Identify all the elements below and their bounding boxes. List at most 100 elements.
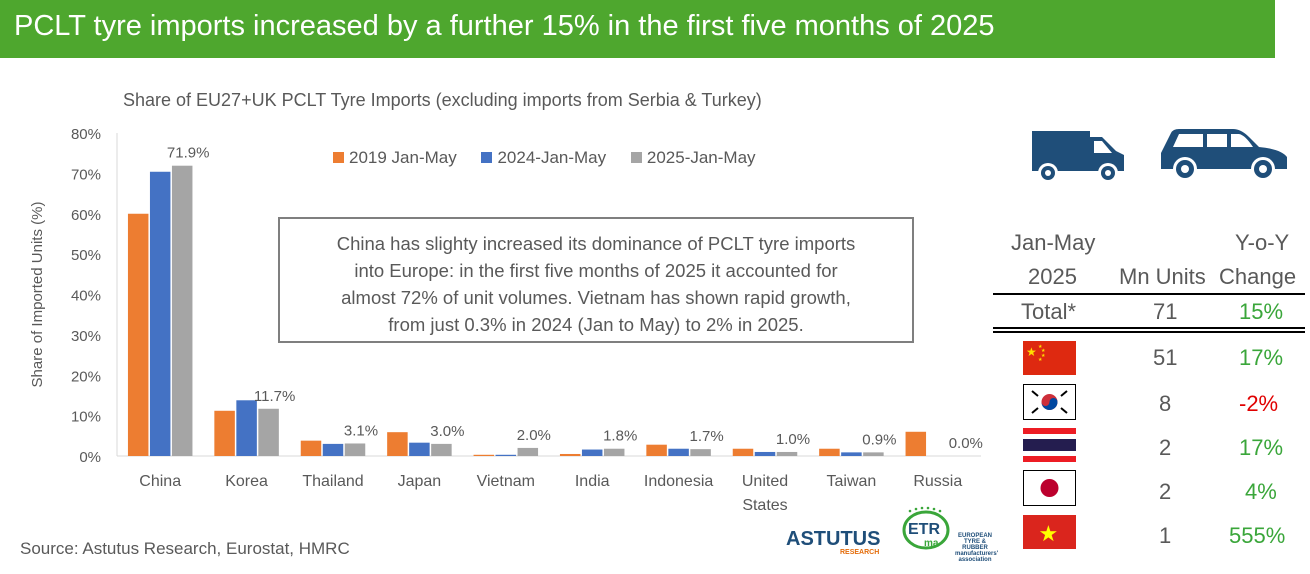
bar-2019 bbox=[559, 453, 581, 456]
car-icon bbox=[1161, 129, 1287, 181]
table-total-rule-1 bbox=[993, 327, 1305, 329]
japan-flag bbox=[1023, 470, 1076, 506]
table-header-period: Jan-May bbox=[1011, 230, 1096, 255]
table-row-change: 17% bbox=[1239, 345, 1284, 370]
data-label: 1.8% bbox=[603, 428, 637, 445]
table-row-units: 51 bbox=[1153, 345, 1178, 370]
y-tick-label: 60% bbox=[71, 207, 101, 224]
y-tick-label: 30% bbox=[71, 328, 101, 345]
data-label: 2.0% bbox=[517, 427, 551, 444]
table-row-units: 1 bbox=[1159, 523, 1172, 548]
bar-2025 bbox=[776, 451, 798, 456]
y-tick-label: 70% bbox=[71, 166, 101, 183]
table-total-rule-2 bbox=[993, 331, 1305, 333]
title-banner: PCLT tyre imports increased by a further… bbox=[0, 0, 1275, 58]
x-tick-label: Indonesia bbox=[644, 473, 713, 490]
table-row-change: 4% bbox=[1245, 479, 1277, 504]
x-tick-label: China bbox=[139, 473, 181, 490]
etrma-logo-text: EUROPEAN TYRE & RUBBER manufacturers' as… bbox=[955, 533, 999, 563]
van-icon bbox=[1032, 131, 1124, 183]
bar-chart: Share of EU27+UK PCLT Tyre Imports (excl… bbox=[29, 90, 983, 514]
bar-2025 bbox=[517, 447, 539, 456]
data-label: 71.9% bbox=[167, 145, 210, 162]
x-tick-label: Korea bbox=[225, 473, 268, 490]
y-tick-label: 0% bbox=[79, 449, 101, 466]
bar-2024 bbox=[754, 451, 776, 456]
vietnam-flag: ★ bbox=[1023, 515, 1076, 549]
table-header-units: Mn Units bbox=[1119, 264, 1206, 289]
legend-swatch-2025 bbox=[630, 152, 642, 163]
callout-line-4: from just 0.3% in 2024 (Jan to May) to 2… bbox=[388, 314, 804, 335]
table-header-change: Change bbox=[1219, 264, 1297, 289]
data-label: 11.7% bbox=[254, 388, 295, 405]
table-row-units: 2 bbox=[1159, 435, 1172, 460]
data-label: 1.0% bbox=[776, 431, 810, 448]
table-header-yoy: Y-o-Y bbox=[1235, 230, 1290, 255]
svg-text:★: ★ bbox=[1039, 522, 1059, 547]
legend-swatch-2024 bbox=[481, 152, 493, 163]
x-tick-label: Russia bbox=[913, 473, 962, 490]
bar-2024 bbox=[841, 452, 862, 456]
bar-2024 bbox=[409, 442, 430, 456]
y-tick-label: 50% bbox=[71, 247, 101, 264]
svg-text:★: ★ bbox=[1026, 345, 1037, 359]
chart-title: Share of EU27+UK PCLT Tyre Imports (excl… bbox=[123, 90, 762, 110]
svg-text:★: ★ bbox=[1038, 357, 1043, 363]
bar-2024 bbox=[149, 171, 171, 456]
legend-swatch-2019 bbox=[333, 152, 344, 163]
bar-2019 bbox=[732, 448, 754, 456]
bar-2019 bbox=[214, 410, 235, 456]
x-tick-label: Vietnam bbox=[477, 473, 535, 490]
table-row-change: 555% bbox=[1229, 523, 1286, 548]
callout-line-2: into Europe: in the first five months of… bbox=[354, 260, 838, 281]
bar-2025 bbox=[603, 448, 625, 456]
bar-2024 bbox=[495, 454, 517, 456]
bar-2025 bbox=[258, 408, 279, 456]
y-tick-label: 20% bbox=[71, 368, 101, 385]
table-header-rule bbox=[993, 293, 1305, 295]
bar-2025 bbox=[344, 443, 366, 456]
y-axis-label: Share of Imported Units (%) bbox=[29, 202, 46, 388]
thailand-flag bbox=[1023, 428, 1076, 462]
svg-text:ETR: ETR bbox=[908, 521, 940, 538]
bar-2024 bbox=[236, 400, 257, 456]
bar-2025 bbox=[863, 452, 884, 456]
y-tick-label: 80% bbox=[71, 126, 101, 143]
data-label: 3.1% bbox=[344, 422, 378, 439]
x-tick-label: Taiwan bbox=[826, 473, 876, 490]
astutus-logo-sub: RESEARCH bbox=[840, 549, 880, 556]
legend-item-2025: 2025-Jan-May bbox=[630, 148, 756, 168]
table-row-units: 2 bbox=[1159, 479, 1172, 504]
china-flag: ★ ★ ★ ★ ★ bbox=[1023, 341, 1076, 375]
x-tick-label: United bbox=[742, 473, 788, 490]
bar-2019 bbox=[300, 440, 322, 456]
x-tick-label: Japan bbox=[398, 473, 442, 490]
svg-text:★: ★ bbox=[1041, 348, 1046, 354]
legend-label-2024: 2024-Jan-May bbox=[497, 148, 607, 167]
page-title: PCLT tyre imports increased by a further… bbox=[14, 10, 995, 42]
y-tick-label: 10% bbox=[71, 409, 101, 426]
bar-2025 bbox=[171, 165, 193, 457]
astutus-logo: ASTUTUS bbox=[786, 528, 881, 550]
bar-2019 bbox=[819, 448, 840, 456]
table-row-change: 17% bbox=[1239, 435, 1284, 460]
data-label: 0.0% bbox=[949, 435, 983, 452]
korea-flag bbox=[1023, 384, 1076, 420]
x-tick-label: India bbox=[575, 473, 610, 490]
legend-item-2024: 2024-Jan-May bbox=[481, 148, 606, 168]
bar-2024 bbox=[581, 449, 603, 456]
source-note: Source: Astutus Research, Eurostat, HMRC bbox=[20, 539, 350, 558]
annotation-callout: China has slighty increased its dominanc… bbox=[278, 217, 914, 343]
etrma-logo-icon: ETR ma bbox=[902, 506, 950, 550]
x-tick-label: Thailand bbox=[302, 473, 363, 490]
svg-text:★: ★ bbox=[1041, 353, 1046, 359]
bar-2024 bbox=[668, 448, 689, 456]
callout-line-3: almost 72% of unit volumes. Vietnam has … bbox=[341, 287, 851, 308]
data-label: 1.7% bbox=[689, 428, 723, 445]
data-label: 3.0% bbox=[430, 423, 464, 440]
legend-label-2025: 2025-Jan-May bbox=[646, 148, 756, 167]
table-total-change: 15% bbox=[1239, 299, 1284, 324]
svg-text:ma: ma bbox=[924, 538, 939, 549]
bar-2024 bbox=[322, 443, 344, 456]
chart-legend: 2019 Jan-May 2024-Jan-May 2025-Jan-May bbox=[333, 148, 776, 168]
